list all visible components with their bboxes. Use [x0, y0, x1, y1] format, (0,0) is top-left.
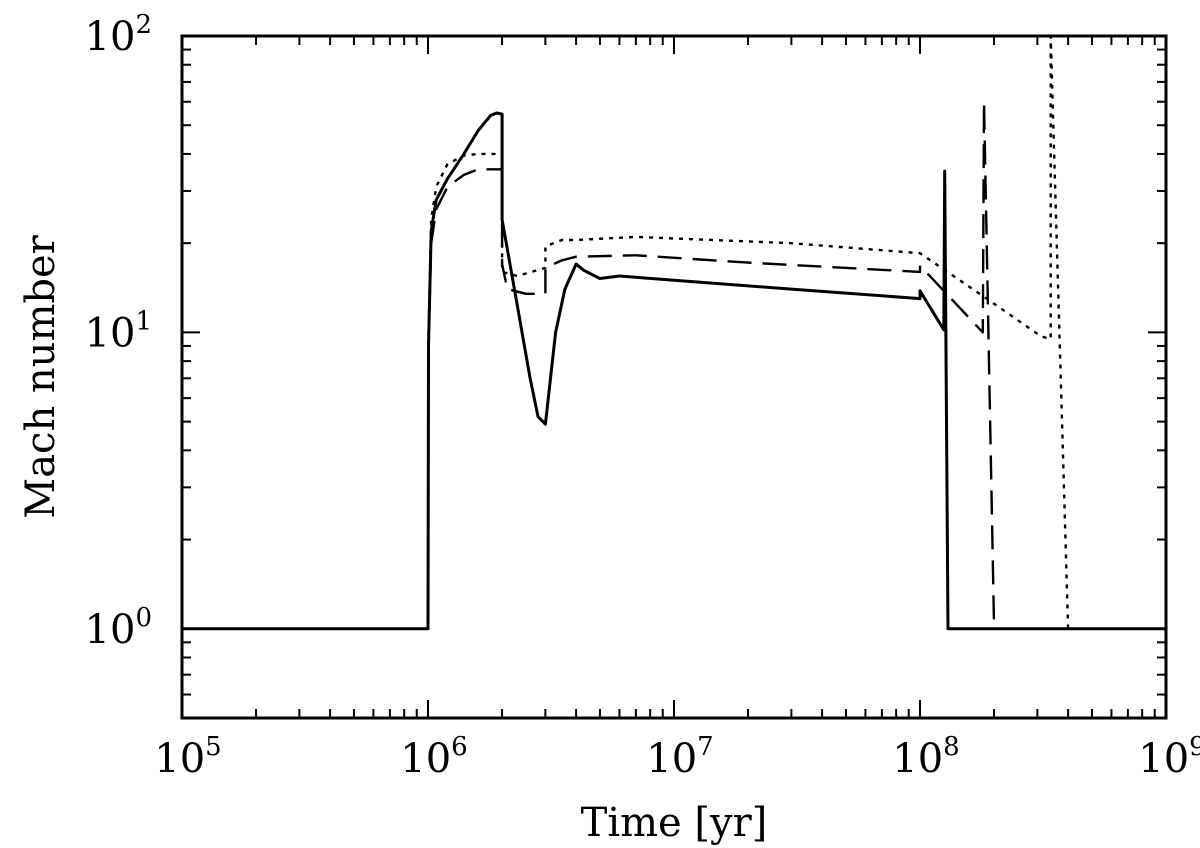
series-line-dotted [182, 34, 1166, 630]
x-axis-title: Time [yr] [581, 800, 768, 846]
series-line-dashed [182, 100, 1166, 630]
x-tick-label-base: 10 [1138, 736, 1189, 782]
x-tick-label: 107 [646, 732, 713, 782]
plot-frame [180, 34, 1168, 720]
y-tick-label-exponent: 1 [135, 306, 152, 336]
x-tick-label-base: 10 [400, 736, 451, 782]
y-axis-title: Mach number [18, 234, 64, 518]
x-tick-label-exponent: 6 [451, 732, 468, 762]
y-tick-label-exponent: 0 [135, 603, 152, 633]
y-tick-label-base: 10 [85, 310, 136, 356]
y-tick-label: 100 [85, 603, 152, 653]
x-tick-label-exponent: 8 [943, 732, 960, 762]
y-tick-label-base: 10 [85, 14, 136, 60]
x-tick-label-base: 10 [892, 736, 943, 782]
series-line-solid [182, 111, 1166, 631]
x-tick-label-base: 10 [154, 736, 205, 782]
x-tick-label: 105 [154, 732, 221, 782]
y-tick-label-exponent: 2 [135, 10, 152, 40]
x-tick-label: 109 [1138, 732, 1200, 782]
ticks-layer [181, 35, 1167, 719]
x-tick-label-exponent: 5 [205, 732, 222, 762]
x-tick-label-exponent: 9 [1189, 732, 1200, 762]
x-tick-label-base: 10 [646, 736, 697, 782]
x-tick-label: 108 [892, 732, 959, 782]
y-tick-label: 101 [85, 306, 152, 356]
y-tick-label-base: 10 [85, 607, 136, 653]
y-tick-label: 102 [85, 10, 152, 60]
x-tick-label-exponent: 7 [697, 732, 714, 762]
x-tick-label: 106 [400, 732, 467, 782]
series-layer [182, 34, 1166, 631]
